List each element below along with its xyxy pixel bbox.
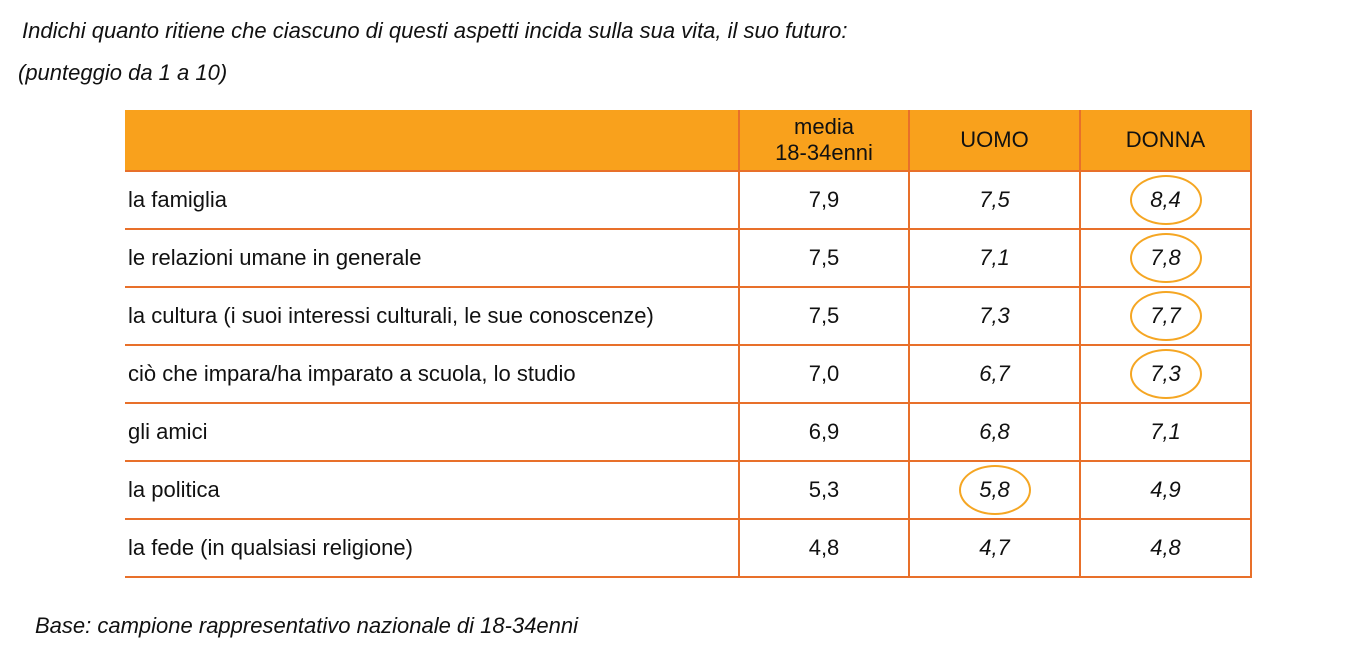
- header-empty-cell: [125, 110, 739, 172]
- row-label: le relazioni umane in generale: [125, 229, 739, 288]
- header-media-line: media: [794, 114, 854, 139]
- cell-donna: 7,8: [1079, 229, 1252, 288]
- cell-uomo: 7,1: [908, 229, 1080, 288]
- value-donna: 4,8: [1150, 535, 1181, 560]
- results-table: media 18-34enni UOMO DONNA la famiglia 7,9…: [125, 110, 1252, 578]
- cell-media: 7,5: [738, 229, 909, 288]
- value-uomo: 4,7: [979, 535, 1010, 560]
- cell-donna: 7,7: [1079, 287, 1252, 346]
- value-uomo: 6,7: [979, 361, 1010, 386]
- row-label: gli amici: [125, 403, 739, 462]
- value-donna: 7,3: [1150, 361, 1181, 386]
- value-uomo: 6,8: [979, 419, 1010, 444]
- cell-uomo: 7,5: [908, 171, 1080, 230]
- value-donna: 7,7: [1150, 303, 1181, 328]
- row-label: la fede (in qualsiasi religione): [125, 519, 739, 578]
- cell-media: 6,9: [738, 403, 909, 462]
- row-label: la famiglia: [125, 171, 739, 230]
- value-donna: 7,8: [1150, 245, 1181, 270]
- value-media: 6,9: [808, 419, 840, 444]
- cell-media: 5,3: [738, 461, 909, 520]
- value-uomo: 7,1: [979, 245, 1010, 270]
- table-row: le relazioni umane in generale 7,5 7,1 7,8: [125, 229, 1252, 288]
- row-label: la politica: [125, 461, 739, 520]
- value-media: 7,5: [808, 245, 840, 270]
- cell-uomo: 7,3: [908, 287, 1080, 346]
- header-donna: DONNA: [1079, 110, 1252, 172]
- row-label: la cultura (i suoi interessi culturali, …: [125, 287, 739, 346]
- header-row: media 18-34enni UOMO DONNA: [125, 110, 1252, 172]
- cell-donna: 7,1: [1079, 403, 1252, 462]
- table-row: la politica 5,3 5,8 4,9: [125, 461, 1252, 520]
- cell-uomo: 6,8: [908, 403, 1080, 462]
- table-row: ciò che impara/ha imparato a scuola, lo …: [125, 345, 1252, 404]
- value-donna: 4,9: [1150, 477, 1181, 502]
- table-row: la fede (in qualsiasi religione) 4,8 4,7 4,…: [125, 519, 1252, 578]
- value-media: 4,8: [808, 535, 840, 560]
- table-row: la famiglia 7,9 7,5 8,4: [125, 171, 1252, 230]
- header-uomo: UOMO: [908, 110, 1080, 172]
- table-row: la cultura (i suoi interessi culturali, …: [125, 287, 1252, 346]
- cell-media: 7,0: [738, 345, 909, 404]
- cell-donna: 4,8: [1079, 519, 1252, 578]
- header-media: media 18-34enni: [738, 110, 909, 172]
- cell-donna: 8,4: [1079, 171, 1252, 230]
- row-label: ciò che impara/ha imparato a scuola, lo …: [125, 345, 739, 404]
- page-subtitle: (punteggio da 1 a 10): [18, 60, 228, 85]
- cell-donna: 7,3: [1079, 345, 1252, 404]
- cell-uomo: 6,7: [908, 345, 1080, 404]
- table-header: media 18-34enni UOMO DONNA: [125, 110, 1252, 172]
- value-media: 5,3: [808, 477, 840, 502]
- cell-media: 4,8: [738, 519, 909, 578]
- cell-uomo: 4,7: [908, 519, 1080, 578]
- cell-donna: 4,9: [1079, 461, 1252, 520]
- header-media-line: 18-34enni: [775, 140, 873, 165]
- cell-media: 7,5: [738, 287, 909, 346]
- value-media: 7,0: [808, 361, 840, 386]
- page-title: Indichi quanto ritiene che ciascuno di q…: [22, 18, 848, 43]
- value-uomo: 7,5: [979, 187, 1010, 212]
- value-donna: 8,4: [1150, 187, 1181, 212]
- cell-uomo: 5,8: [908, 461, 1080, 520]
- value-donna: 7,1: [1150, 419, 1181, 444]
- value-uomo: 5,8: [979, 477, 1010, 502]
- value-media: 7,9: [808, 187, 840, 212]
- footnote: Base: campione rappresentativo nazionale…: [35, 613, 579, 638]
- cell-media: 7,9: [738, 171, 909, 230]
- value-media: 7,5: [808, 303, 840, 328]
- table-row: gli amici 6,9 6,8 7,1: [125, 403, 1252, 462]
- value-uomo: 7,3: [979, 303, 1010, 328]
- table-body: la famiglia 7,9 7,5 8,4 le relazioni umane i…: [125, 171, 1252, 578]
